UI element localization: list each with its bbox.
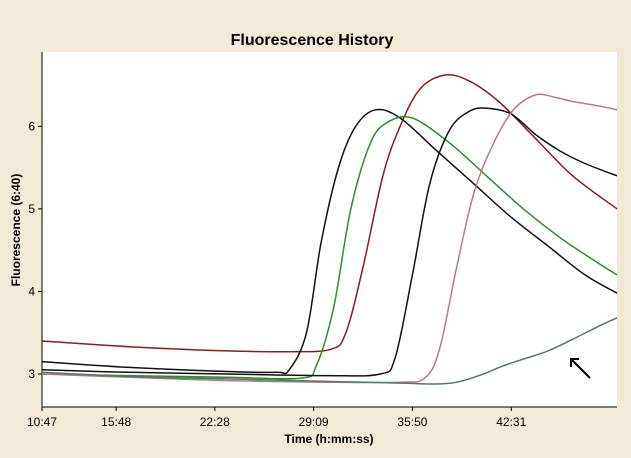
x-axis-label: Time (h:mm:ss) [284,432,373,446]
x-tick-label: 22:28 [200,415,230,429]
series-line-4 [41,107,618,377]
plot-area [42,52,617,407]
x-ticks: 10:47 15:48 22:28 29:09 35:50 42:31 [27,407,527,429]
series-group [41,74,618,385]
x-tick-label: 42:31 [496,415,526,429]
x-tick-label: 29:09 [299,415,329,429]
y-ticks: 3 4 5 6 [28,119,42,381]
arrow-annotation [570,358,591,379]
series-line-2 [41,108,618,375]
x-tick-label: 10:47 [27,415,57,429]
y-tick-label: 3 [28,367,35,381]
y-tick-label: 4 [28,284,35,298]
x-tick-label: 35:50 [397,415,427,429]
x-tick-label: 15:48 [101,415,131,429]
series-line-3 [41,115,618,380]
y-axis-label: Fluorescence (6:40) [9,174,23,287]
y-tick-label: 5 [28,202,35,216]
chart-title: Fluorescence History [231,32,394,49]
series-line-5 [41,93,618,384]
series-line-6 [41,317,618,385]
y-tick-label: 6 [28,119,35,133]
